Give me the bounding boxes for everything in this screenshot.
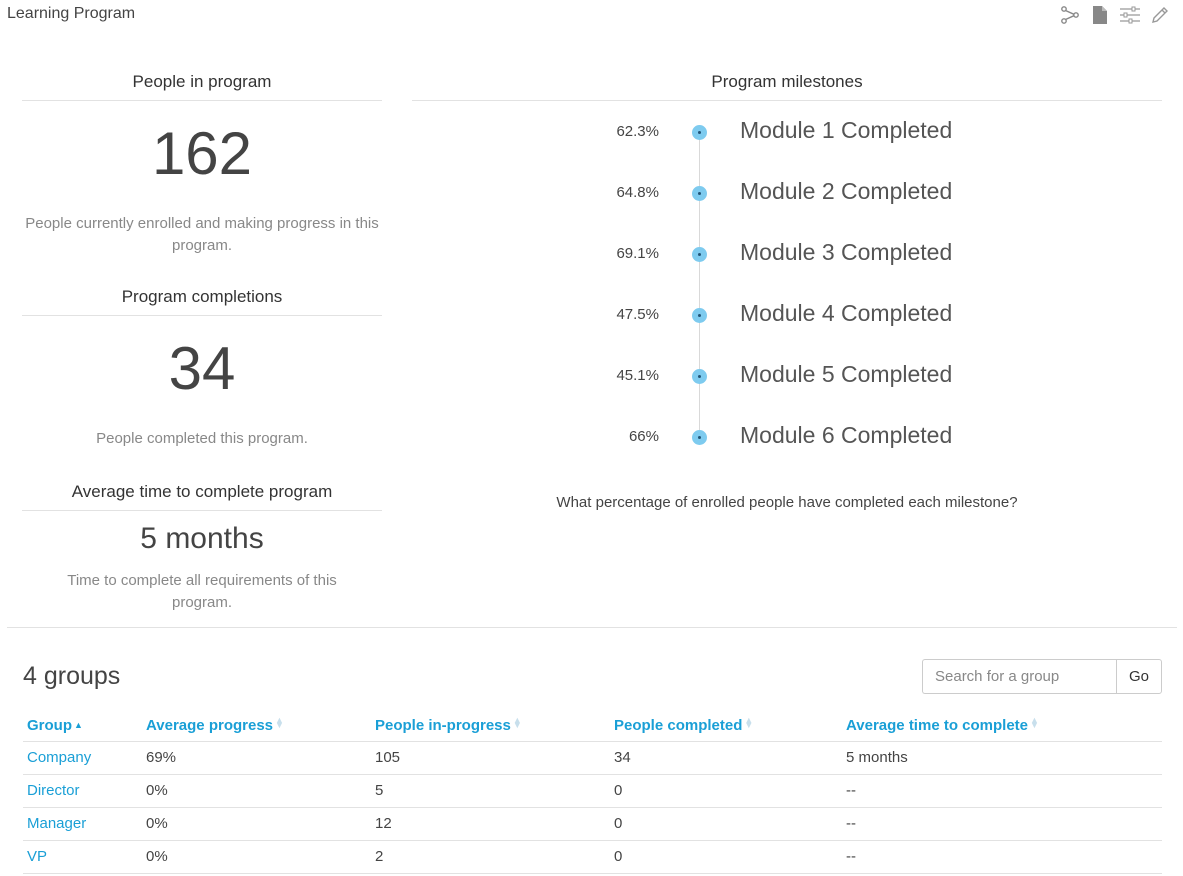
group-search: Go	[922, 659, 1162, 694]
sort-icon: ▲ ▼	[744, 715, 754, 730]
enrolled-description: People currently enrolled and making pro…	[25, 215, 379, 254]
milestone-item: 69.1% Module 3 Completed	[412, 231, 1162, 292]
table-row: Director 0% 5 0 --	[23, 774, 1162, 808]
groups-count: 4 groups	[23, 662, 121, 690]
milestone-label: Module 6 Completed	[740, 422, 953, 448]
completions-description: People completed this program.	[96, 430, 308, 447]
milestone-timeline-line	[699, 131, 700, 436]
milestone-item: 47.5% Module 4 Completed	[412, 292, 1162, 353]
table-header-row: Group ▲ Average progress ▲ ▼ People in-prog…	[23, 709, 1162, 742]
program-milestones: Program milestones 62.3% Module 1 Comple…	[412, 72, 1162, 511]
groups-table: Group ▲ Average progress ▲ ▼ People in-prog…	[23, 709, 1162, 874]
avg-time-description: Time to complete all requirements of thi…	[67, 572, 337, 611]
column-header-average-progress[interactable]: Average progress ▲ ▼	[142, 709, 371, 742]
milestone-label: Module 5 Completed	[740, 361, 953, 387]
average-progress-cell: 0%	[142, 840, 371, 874]
milestone-percentage: 64.8%	[616, 184, 659, 201]
milestone-label: Module 2 Completed	[740, 178, 953, 204]
milestone-dot-icon	[692, 186, 707, 201]
column-header-label: Average progress	[146, 717, 274, 734]
completions-value: 34	[168, 335, 236, 402]
sort-icon: ▲ ▼	[1030, 715, 1039, 730]
milestone-dot-icon	[692, 308, 707, 323]
milestone-item: 66% Module 6 Completed	[412, 414, 1162, 475]
average-time-cell: --	[842, 807, 1162, 841]
filter-icon[interactable]	[1119, 4, 1141, 26]
column-header-group[interactable]: Group ▲	[23, 709, 142, 742]
milestone-percentage: 66%	[628, 428, 659, 445]
milestone-percentage: 45.1%	[616, 367, 659, 384]
milestone-list: 62.3% Module 1 Completed 64.8% Module 2 …	[412, 109, 1162, 475]
table-row: VP 0% 2 0 --	[23, 840, 1162, 874]
milestones-question: What percentage of enrolled people have …	[556, 494, 1018, 511]
completions-heading: Program completions	[22, 287, 382, 316]
people-completed-cell: 34	[610, 741, 842, 775]
people-in-progress-cell: 5	[371, 774, 610, 808]
column-header-average-time[interactable]: Average time to complete ▲ ▼	[842, 709, 1162, 742]
completions-stat: Program completions 34 People completed …	[22, 287, 382, 450]
enrolled-heading: People in program	[22, 72, 382, 101]
section-divider	[7, 627, 1177, 628]
column-header-people-in-progress[interactable]: People in-progress ▲ ▼	[371, 709, 610, 742]
average-time-cell: 5 months	[842, 741, 1162, 775]
people-completed-cell: 0	[610, 840, 842, 874]
average-progress-cell: 69%	[142, 741, 371, 775]
column-header-label: People completed	[614, 717, 743, 734]
page-title: Learning Program	[7, 5, 136, 22]
table-row: Company 69% 105 34 5 months	[23, 741, 1162, 775]
pencil-icon[interactable]	[1149, 4, 1171, 26]
people-completed-cell: 0	[610, 774, 842, 808]
milestone-percentage: 69.1%	[616, 245, 659, 262]
column-header-label: Group	[27, 717, 72, 734]
table-row: Manager 0% 12 0 --	[23, 807, 1162, 841]
milestone-dot-icon	[692, 125, 707, 140]
milestone-label: Module 4 Completed	[740, 300, 953, 326]
average-progress-cell: 0%	[142, 774, 371, 808]
people-in-progress-cell: 2	[371, 840, 610, 874]
sort-icon: ▲ ▼	[275, 715, 284, 730]
group-link[interactable]: Company	[23, 741, 142, 775]
milestones-heading: Program milestones	[412, 72, 1162, 101]
group-link[interactable]: VP	[23, 840, 142, 874]
document-icon[interactable]	[1089, 4, 1111, 26]
column-header-people-completed[interactable]: People completed ▲ ▼	[610, 709, 842, 742]
milestone-item: 64.8% Module 2 Completed	[412, 170, 1162, 231]
average-progress-cell: 0%	[142, 807, 371, 841]
milestone-dot-icon	[692, 430, 707, 445]
column-header-label: Average time to complete	[846, 717, 1028, 734]
average-time-cell: --	[842, 840, 1162, 874]
sort-ascending-icon: ▲	[74, 720, 83, 730]
avg-time-value: 5 months	[140, 522, 264, 555]
sort-icon: ▲ ▼	[512, 715, 522, 730]
people-completed-cell: 0	[610, 807, 842, 841]
program-stats: People in program 162 People currently e…	[22, 72, 382, 614]
milestone-dot-icon	[692, 369, 707, 384]
milestone-percentage: 47.5%	[616, 306, 659, 323]
hierarchy-icon[interactable]	[1059, 4, 1081, 26]
milestone-label: Module 1 Completed	[740, 117, 953, 143]
people-in-progress-cell: 105	[371, 741, 610, 775]
avg-time-stat: Average time to complete program 5 month…	[22, 482, 382, 614]
average-time-cell: --	[842, 774, 1162, 808]
group-link[interactable]: Director	[23, 774, 142, 808]
toolbar	[1059, 4, 1171, 26]
enrolled-stat: People in program 162 People currently e…	[22, 72, 382, 257]
avg-time-heading: Average time to complete program	[22, 482, 382, 511]
milestone-item: 45.1% Module 5 Completed	[412, 353, 1162, 414]
people-in-progress-cell: 12	[371, 807, 610, 841]
milestone-dot-icon	[692, 247, 707, 262]
group-search-input[interactable]	[922, 659, 1116, 694]
milestone-label: Module 3 Completed	[740, 239, 953, 265]
column-header-label: People in-progress	[375, 717, 511, 734]
enrolled-value: 162	[151, 120, 253, 187]
group-link[interactable]: Manager	[23, 807, 142, 841]
milestone-item: 62.3% Module 1 Completed	[412, 109, 1162, 170]
go-button[interactable]: Go	[1116, 659, 1162, 694]
milestone-percentage: 62.3%	[616, 123, 659, 140]
